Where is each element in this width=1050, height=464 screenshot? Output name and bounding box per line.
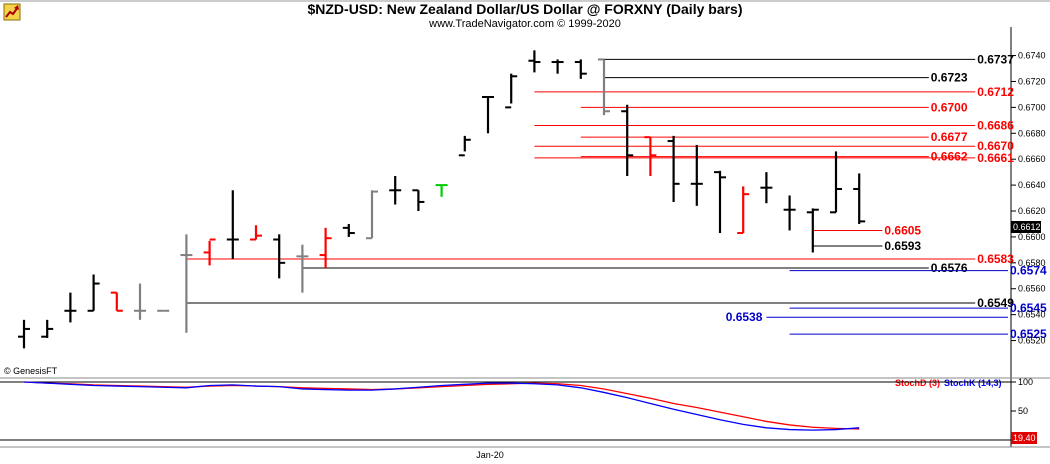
level-label: 0.6686 [977, 119, 1014, 133]
level-label: 0.6576 [931, 261, 968, 275]
price-bar [412, 189, 425, 212]
price-bar [180, 234, 193, 333]
price-tick-label: 0.6620 [1018, 206, 1046, 216]
price-bar [250, 225, 262, 241]
level-label: 0.6593 [884, 239, 921, 253]
level-label: 0.6677 [931, 130, 968, 144]
price-bar [737, 186, 750, 235]
level-label: 0.6712 [977, 85, 1014, 99]
price-bar [714, 170, 726, 234]
last-price-tag: 0.6612 [1013, 222, 1041, 232]
price-ticks-layer: 0.6740 0.6720 0.6700 0.6680 0.6660 0.6640 0.66… [1011, 51, 1046, 346]
chart-subtitle: www.TradeNavigator.com © 1999-2020 [428, 18, 621, 30]
price-bar [458, 135, 471, 157]
price-bar [226, 190, 239, 259]
price-bar [505, 73, 518, 109]
price-bar [389, 176, 402, 205]
price-bar [342, 223, 355, 237]
price-bar [366, 190, 378, 240]
price-bar [667, 135, 680, 202]
price-tick-label: 0.6640 [1018, 180, 1046, 190]
level-label: 0.6723 [931, 71, 968, 85]
level-label: 0.6737 [977, 52, 1014, 66]
price-bar [319, 227, 332, 269]
price-bar [574, 59, 587, 79]
bars-layer [18, 50, 866, 349]
price-tick-label: 0.6680 [1018, 128, 1046, 138]
price-bar [853, 173, 866, 224]
stoch-series-line [23, 381, 860, 431]
price-tick-label: 0.6720 [1018, 76, 1046, 86]
price-bar [87, 274, 100, 312]
price-bar [621, 104, 634, 177]
level-label: 0.6583 [977, 252, 1014, 266]
level-label: 0.6700 [931, 100, 968, 114]
price-tick-label: 0.6740 [1018, 51, 1046, 61]
level-label: 0.6661 [977, 151, 1014, 165]
price-bar [528, 50, 541, 73]
price-bar [551, 59, 564, 74]
stoch-tick-label: 50 [1018, 406, 1028, 416]
price-tick-label: 0.6580 [1018, 258, 1046, 268]
stochastic-layer: 100 50 [0, 377, 1033, 441]
levels-layer: 0.6737 0.6723 0.6712 0.6700 0.6686 0.6677 0.66… [186, 52, 1047, 341]
x-axis-label: Jan-20 [476, 450, 504, 460]
price-bar [435, 184, 448, 197]
level-label: 0.6670 [977, 139, 1014, 153]
price-tick-label: 0.6560 [1018, 284, 1046, 294]
last-price-tag-bg [1011, 221, 1041, 233]
watermark: © GenesisFT [4, 366, 58, 376]
level-label: 0.6545 [1010, 301, 1047, 315]
chart-title: $NZD-USD: New Zealand Dollar/US Dollar @… [307, 1, 742, 17]
price-bar [203, 238, 216, 266]
legend-stoch-d: StochD (3) [895, 378, 940, 388]
price-tick-label: 0.6700 [1018, 102, 1046, 112]
price-bar [690, 144, 703, 206]
price-bar [783, 195, 796, 231]
price-bar [598, 58, 610, 116]
price-bar [806, 208, 819, 253]
price-bar [644, 136, 657, 177]
price-bar [64, 292, 77, 323]
price-bar [110, 291, 123, 312]
level-label: 0.6525 [1010, 327, 1047, 341]
level-label: 0.6605 [884, 223, 921, 237]
price-bar [830, 151, 842, 214]
price-tick-label: 0.6600 [1018, 232, 1046, 242]
price-tick-label: 0.6540 [1018, 310, 1046, 320]
price-tick-label: 0.6520 [1018, 336, 1046, 346]
price-bar [482, 96, 494, 134]
level-label: 0.6538 [726, 310, 763, 324]
price-bar [134, 283, 146, 320]
stoch-value-tag-bg [1011, 432, 1037, 444]
price-bar [41, 319, 54, 338]
rising-arrow-icon [3, 3, 21, 21]
level-label: 0.6549 [977, 296, 1014, 310]
stoch-tick-label: 100 [1018, 377, 1033, 387]
stoch-value-tag: 19.40 [1013, 433, 1036, 443]
legend-stoch-k: StochK (14,3) [944, 378, 1002, 388]
price-bar [296, 244, 309, 293]
price-tick-label: 0.6660 [1018, 154, 1046, 164]
level-label: 0.6574 [1010, 264, 1047, 278]
price-bar [760, 172, 773, 204]
price-bar [18, 319, 30, 349]
price-bar [273, 234, 286, 279]
level-label: 0.6662 [931, 150, 968, 164]
